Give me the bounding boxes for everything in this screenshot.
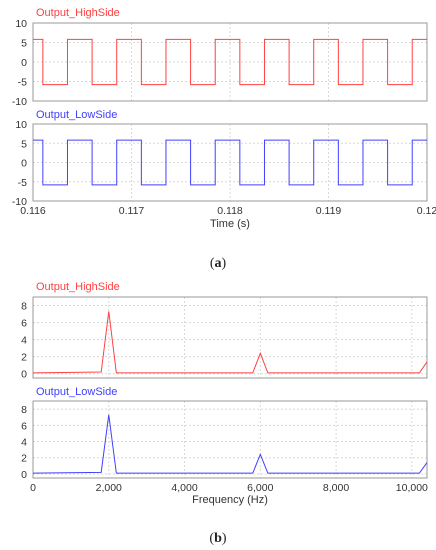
panel-a-xtick-label-0: 0.116 xyxy=(20,205,46,217)
caption-b-letter: b xyxy=(214,531,222,546)
panel-b-xtick-label-4: 8,000 xyxy=(323,482,349,494)
panel-b-sub0-ytick-label-1: 6 xyxy=(21,318,27,330)
panel-a-sub1-ytick-label-2: 0 xyxy=(21,158,27,170)
panel-b-xtick-label-2: 4,000 xyxy=(171,482,197,494)
panel-a-sub0-ytick-label-1: 5 xyxy=(21,38,27,50)
panel-b-sub1-frame xyxy=(32,400,428,479)
panel-a-sub1-frame xyxy=(32,123,428,202)
caption-a: (a) xyxy=(209,256,227,271)
caption-b: (b) xyxy=(209,531,227,546)
panel-a-xtick-label-1: 0.117 xyxy=(119,205,145,217)
panel-b-xlabel: Frequency (Hz) xyxy=(192,494,268,506)
panel-a-sub0-ytick-label-3: -5 xyxy=(18,77,27,89)
panel-b-sub0-title: Output_HighSide xyxy=(36,281,120,293)
panel-b-sub1-ytick-label-3: 2 xyxy=(21,453,27,465)
panel-a-sub0-ytick-label-2: 0 xyxy=(21,57,27,69)
panel-a-sub1-series-line xyxy=(33,139,427,186)
caption-a-letter: a xyxy=(214,256,222,271)
panel-b-sub1-series-line xyxy=(32,414,428,474)
panel-b-xtick-label-1: 2,000 xyxy=(96,482,122,494)
panel-b-sub1-ytick-label-4: 0 xyxy=(21,469,27,481)
panel-a-sub1-ytick-label-3: -5 xyxy=(18,177,27,189)
panel-b-sub0-series-line xyxy=(32,311,428,374)
panel-a-sub1-ytick-label-0: 10 xyxy=(15,119,27,131)
panel-b-xtick-label-3: 6,000 xyxy=(247,482,273,494)
panel-a-sub0-frame xyxy=(32,22,428,102)
panel-b-xtick-label-5: 10,000 xyxy=(396,482,428,494)
panel-a-sub0-title: Output_HighSide xyxy=(36,7,120,19)
panel-a-xtick-label-4: 0.12 xyxy=(417,205,436,217)
panel-b-sub1-ytick-label-1: 6 xyxy=(21,420,27,432)
panel-a-xlabel: Time (s) xyxy=(210,218,250,230)
panel-a-sub1-ytick-label-1: 5 xyxy=(21,138,27,150)
panel-a-sub0-ytick-label-0: 10 xyxy=(15,18,27,30)
panel-b-sub1-ytick-label-0: 8 xyxy=(21,404,27,416)
panel-a-xtick-label-2: 0.118 xyxy=(217,205,243,217)
panel-b-sub1-ytick-label-2: 4 xyxy=(21,437,27,449)
panel-b-sub0-ytick-label-3: 2 xyxy=(21,352,27,364)
panel-a-sub1-ytick-label-4: -10 xyxy=(12,196,27,208)
panel-b-sub1-title: Output_LowSide xyxy=(36,386,117,398)
panel-b-sub0-ytick-label-4: 0 xyxy=(21,369,27,381)
panel-a-sub0-ytick-label-4: -10 xyxy=(12,96,27,108)
panel-a-sub1-title: Output_LowSide xyxy=(36,109,117,121)
panel-b-sub0-ytick-label-0: 8 xyxy=(21,301,27,313)
panel-b-sub0-ytick-label-2: 4 xyxy=(21,335,27,347)
panel-a-sub0-series-line xyxy=(33,38,427,86)
panel-b-sub0-frame xyxy=(32,296,428,379)
panel-b-xtick-label-0: 0 xyxy=(30,482,36,494)
panel-a-xtick-label-3: 0.119 xyxy=(316,205,342,217)
